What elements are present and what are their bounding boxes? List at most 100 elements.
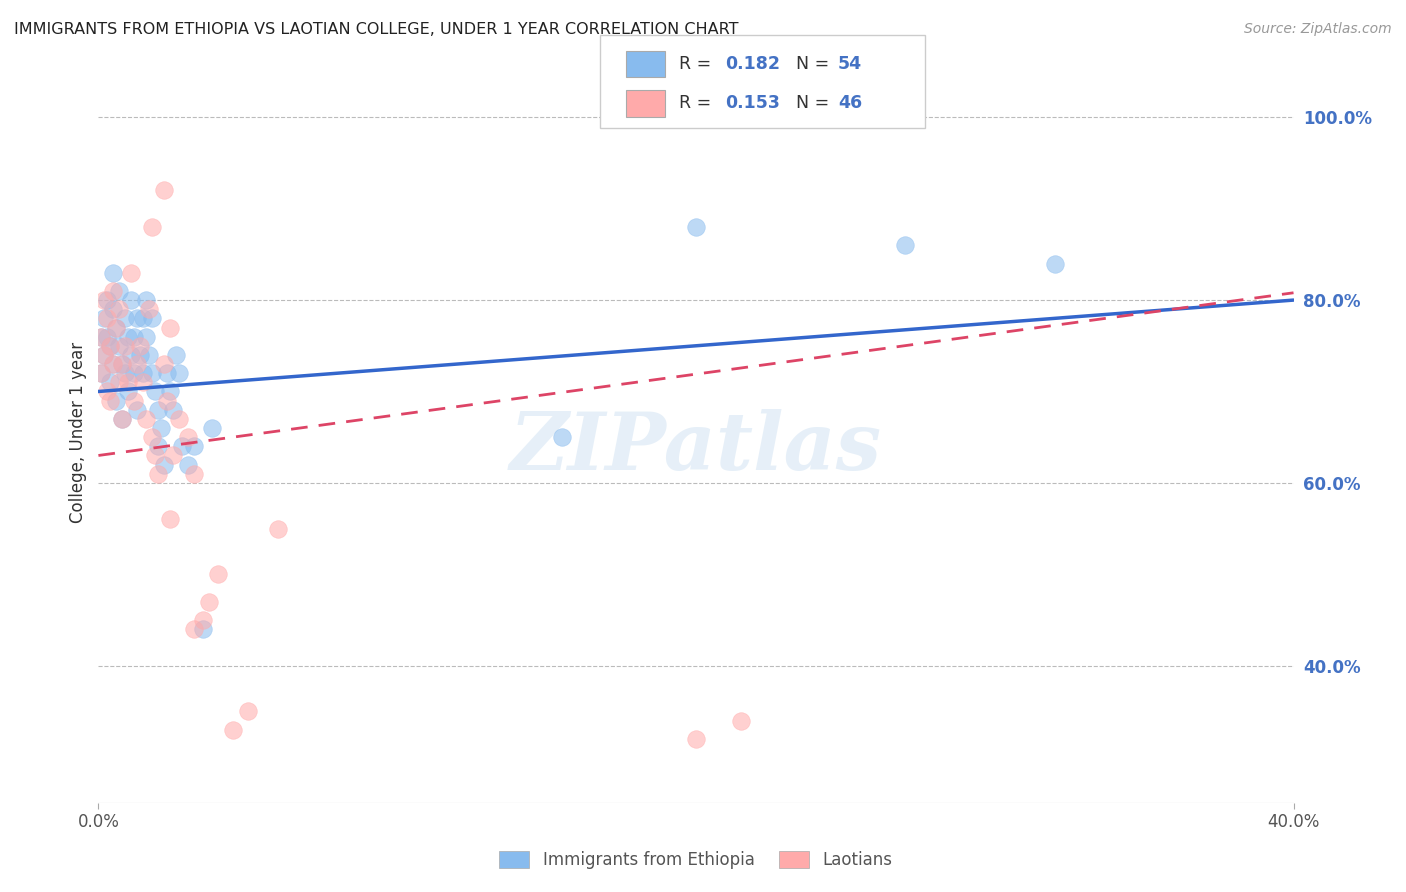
Point bbox=[117, 376, 139, 390]
Point bbox=[162, 402, 184, 417]
Point bbox=[207, 567, 229, 582]
Point bbox=[120, 348, 142, 362]
Point bbox=[108, 339, 131, 353]
Text: 54: 54 bbox=[838, 55, 862, 73]
Point bbox=[93, 293, 115, 307]
Point bbox=[124, 393, 146, 408]
Point bbox=[141, 311, 163, 326]
Point bbox=[685, 219, 707, 234]
Point bbox=[132, 311, 155, 326]
Point bbox=[93, 348, 115, 362]
Text: R =: R = bbox=[679, 95, 717, 112]
Point bbox=[201, 421, 224, 435]
Point bbox=[132, 366, 155, 380]
Point bbox=[153, 458, 176, 472]
Point bbox=[148, 439, 170, 453]
Point bbox=[105, 320, 128, 334]
Text: 46: 46 bbox=[838, 95, 862, 112]
Text: 0.182: 0.182 bbox=[725, 55, 780, 73]
Point bbox=[148, 467, 170, 481]
Point bbox=[222, 723, 245, 737]
Text: Source: ZipAtlas.com: Source: ZipAtlas.com bbox=[1244, 22, 1392, 37]
Point bbox=[114, 366, 136, 380]
Point bbox=[183, 467, 205, 481]
Point bbox=[894, 238, 917, 252]
Point bbox=[111, 357, 134, 371]
Point bbox=[98, 339, 122, 353]
Point bbox=[236, 705, 259, 719]
Point bbox=[111, 412, 134, 426]
Point bbox=[120, 266, 142, 280]
Point bbox=[129, 339, 152, 353]
Point bbox=[159, 320, 181, 334]
Text: N =: N = bbox=[796, 95, 835, 112]
Point bbox=[153, 357, 176, 371]
Point bbox=[98, 376, 122, 390]
Point bbox=[167, 412, 190, 426]
Point bbox=[127, 311, 149, 326]
Point bbox=[96, 329, 118, 343]
Point bbox=[135, 412, 157, 426]
Text: ZIPatlas: ZIPatlas bbox=[510, 409, 882, 486]
Text: R =: R = bbox=[679, 55, 717, 73]
Point bbox=[165, 348, 187, 362]
Point bbox=[177, 430, 200, 444]
Point bbox=[108, 376, 131, 390]
Point bbox=[117, 384, 139, 399]
Point bbox=[267, 522, 290, 536]
Point bbox=[96, 384, 118, 399]
Point bbox=[103, 357, 125, 371]
Point bbox=[156, 366, 179, 380]
Point bbox=[98, 339, 122, 353]
Point bbox=[111, 412, 134, 426]
Point bbox=[117, 329, 139, 343]
Point bbox=[114, 339, 136, 353]
Point bbox=[150, 421, 173, 435]
Point bbox=[124, 329, 146, 343]
Point bbox=[141, 219, 163, 234]
Point bbox=[167, 366, 190, 380]
Point bbox=[138, 302, 160, 317]
Point bbox=[105, 393, 128, 408]
Point bbox=[127, 402, 149, 417]
Point bbox=[90, 366, 112, 380]
Point bbox=[198, 595, 221, 609]
Point bbox=[141, 366, 163, 380]
Point bbox=[135, 293, 157, 307]
Point bbox=[172, 439, 194, 453]
Point bbox=[191, 622, 214, 636]
Point bbox=[153, 183, 176, 197]
Point bbox=[108, 284, 131, 298]
Point bbox=[103, 266, 125, 280]
Point bbox=[93, 348, 115, 362]
Text: 0.153: 0.153 bbox=[725, 95, 780, 112]
Point bbox=[103, 302, 125, 317]
Point bbox=[120, 293, 142, 307]
Point bbox=[96, 311, 118, 326]
Point bbox=[108, 302, 131, 317]
Point bbox=[550, 430, 572, 444]
Y-axis label: College, Under 1 year: College, Under 1 year bbox=[69, 342, 87, 524]
Point bbox=[143, 384, 166, 399]
Point bbox=[90, 366, 112, 380]
Point bbox=[96, 293, 118, 307]
Text: IMMIGRANTS FROM ETHIOPIA VS LAOTIAN COLLEGE, UNDER 1 YEAR CORRELATION CHART: IMMIGRANTS FROM ETHIOPIA VS LAOTIAN COLL… bbox=[14, 22, 738, 37]
Point bbox=[183, 622, 205, 636]
Point bbox=[132, 376, 155, 390]
Point bbox=[114, 311, 136, 326]
Point bbox=[90, 329, 112, 343]
Point bbox=[162, 449, 184, 463]
Point bbox=[127, 357, 149, 371]
Point bbox=[159, 384, 181, 399]
Legend: Immigrants from Ethiopia, Laotians: Immigrants from Ethiopia, Laotians bbox=[492, 845, 900, 876]
Point bbox=[111, 357, 134, 371]
Point bbox=[156, 393, 179, 408]
Text: N =: N = bbox=[796, 55, 835, 73]
Point bbox=[135, 329, 157, 343]
Point bbox=[177, 458, 200, 472]
Point bbox=[183, 439, 205, 453]
Point bbox=[129, 348, 152, 362]
Point bbox=[103, 357, 125, 371]
Point bbox=[138, 348, 160, 362]
Point bbox=[93, 311, 115, 326]
